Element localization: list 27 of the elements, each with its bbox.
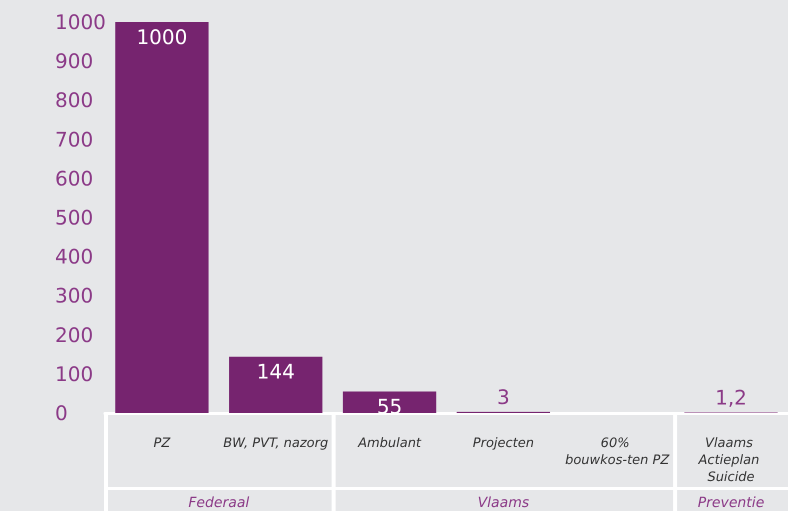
- y-tick-label: 200: [55, 322, 94, 347]
- x-tick-label: Vlaams Actieplan Suicide: [698, 436, 764, 485]
- y-tick-label: 400: [55, 244, 94, 269]
- text: Federaal: [188, 495, 250, 511]
- text: Preventie: [698, 495, 764, 511]
- data-label: 1000: [136, 25, 188, 49]
- x-tick-label: Projecten: [472, 436, 534, 451]
- y-tick-label: 0: [55, 401, 68, 425]
- y-tick-label: 300: [55, 284, 94, 308]
- data-label: 144: [256, 360, 295, 384]
- y-tick-label: 600: [55, 166, 94, 190]
- y-tick-label: 500: [55, 206, 94, 230]
- x-tick-label: Ambulant: [357, 436, 422, 451]
- data-label: 1,2: [715, 386, 747, 410]
- data-label: 3: [497, 384, 510, 409]
- y-tick-label: 900: [55, 49, 94, 74]
- y-tick-label: 100: [55, 362, 94, 386]
- bar: [229, 356, 322, 413]
- y-tick-label: 700: [55, 127, 94, 152]
- y-tick-label: 800: [55, 88, 94, 112]
- bar: [342, 391, 436, 413]
- x-tick-label: 60% bouwkos-ten PZ: [565, 436, 670, 468]
- y-tick-label: 1000: [55, 10, 106, 34]
- text: Vlaams: [478, 495, 530, 511]
- bar: [115, 22, 209, 413]
- x-tick-label: PZ: [154, 436, 172, 451]
- x-tick-label: BW, PVT, nazorg: [223, 436, 328, 451]
